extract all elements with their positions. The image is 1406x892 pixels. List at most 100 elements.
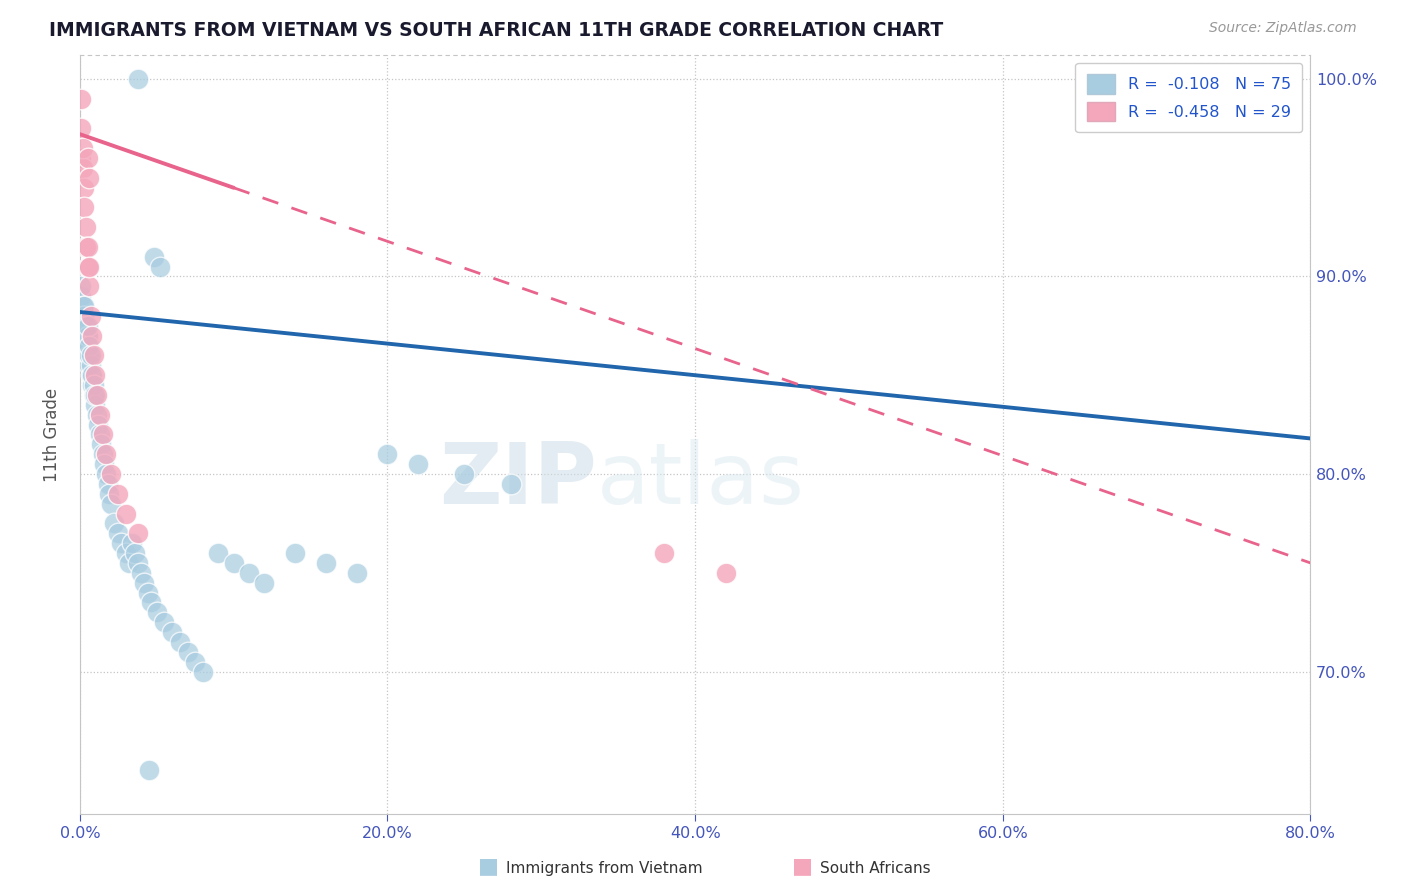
Point [70, 279, 93, 293]
Text: ZIP: ZIP [439, 439, 596, 522]
Point [79, 359, 101, 373]
Point [90, 437, 112, 451]
Point [184, 655, 207, 669]
Point [115, 546, 138, 560]
Point [70, 309, 93, 323]
Point [146, 605, 169, 619]
Point [453, 467, 475, 481]
Point [149, 260, 172, 274]
Point [82, 328, 104, 343]
Point [75, 318, 97, 333]
Point [73, 309, 96, 323]
Point [86, 408, 108, 422]
Point [76, 348, 98, 362]
Point [127, 526, 149, 541]
Point [100, 467, 122, 481]
Point [82, 368, 104, 383]
Point [93, 457, 115, 471]
Point [107, 487, 129, 501]
Point [72, 141, 94, 155]
Point [284, 546, 307, 560]
Point [86, 388, 108, 402]
Point [377, 447, 399, 461]
Point [70, 318, 93, 333]
Text: Source: ZipAtlas.com: Source: ZipAtlas.com [1209, 21, 1357, 35]
Point [89, 408, 111, 422]
Point [70, 151, 93, 165]
Point [77, 170, 100, 185]
Point [79, 368, 101, 383]
Text: ■: ■ [792, 856, 813, 876]
Point [73, 299, 96, 313]
Text: South Africans: South Africans [820, 861, 931, 876]
Point [84, 368, 107, 383]
Point [83, 348, 105, 362]
Point [238, 566, 260, 580]
Point [72, 309, 94, 323]
Point [76, 328, 98, 343]
Point [76, 260, 98, 274]
Point [124, 546, 146, 560]
Point [77, 279, 100, 293]
Text: atlas: atlas [596, 439, 804, 522]
Point [98, 487, 121, 501]
Point [654, 546, 676, 560]
Text: Immigrants from Vietnam: Immigrants from Vietnam [506, 861, 703, 876]
Point [169, 635, 191, 649]
Point [84, 398, 107, 412]
Y-axis label: 11th Grade: 11th Grade [44, 387, 60, 482]
Point [75, 328, 97, 343]
Point [499, 476, 522, 491]
Point [76, 240, 98, 254]
Point [191, 665, 214, 679]
Point [70, 121, 93, 136]
Point [222, 556, 245, 570]
Point [76, 318, 98, 333]
Point [406, 457, 429, 471]
Point [73, 200, 96, 214]
Point [91, 427, 114, 442]
Point [136, 585, 159, 599]
Point [76, 338, 98, 352]
Point [142, 250, 165, 264]
Point [127, 71, 149, 86]
Point [75, 338, 97, 352]
Point [75, 240, 97, 254]
Point [139, 595, 162, 609]
Point [72, 161, 94, 175]
Point [70, 289, 93, 303]
Point [83, 378, 105, 392]
Point [84, 388, 107, 402]
Text: ■: ■ [478, 856, 499, 876]
Point [153, 615, 176, 630]
Point [96, 476, 118, 491]
Text: IMMIGRANTS FROM VIETNAM VS SOUTH AFRICAN 11TH GRADE CORRELATION CHART: IMMIGRANTS FROM VIETNAM VS SOUTH AFRICAN… [49, 21, 943, 39]
Point [94, 467, 117, 481]
Point [253, 575, 276, 590]
Point [79, 348, 101, 362]
Point [160, 625, 183, 640]
Point [176, 645, 198, 659]
Point [77, 359, 100, 373]
Point [82, 378, 104, 392]
Point [107, 526, 129, 541]
Legend: R =  -0.108   N = 75, R =  -0.458   N = 29: R = -0.108 N = 75, R = -0.458 N = 29 [1076, 63, 1302, 132]
Point [103, 516, 125, 531]
Point [118, 556, 141, 570]
Point [315, 556, 337, 570]
Point [94, 447, 117, 461]
Point [346, 566, 368, 580]
Point [72, 299, 94, 313]
Point [70, 92, 93, 106]
Point [207, 546, 229, 560]
Point [76, 151, 98, 165]
Point [77, 260, 100, 274]
Point [110, 536, 132, 550]
Point [1130, 71, 1153, 86]
Point [83, 388, 105, 402]
Point [72, 318, 94, 333]
Point [87, 417, 110, 432]
Point [100, 497, 122, 511]
Point [138, 764, 160, 778]
Point [89, 427, 111, 442]
